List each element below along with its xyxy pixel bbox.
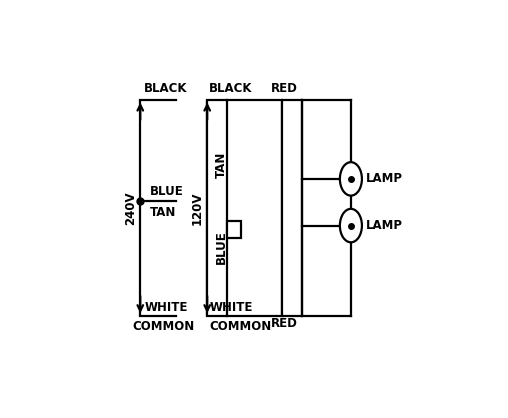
- Text: RED: RED: [271, 82, 298, 95]
- Text: 240V: 240V: [124, 191, 137, 225]
- Text: COMMON: COMMON: [209, 320, 271, 334]
- Text: BLACK: BLACK: [144, 82, 188, 95]
- Text: LAMP: LAMP: [366, 219, 403, 232]
- Text: COMMON: COMMON: [133, 320, 195, 334]
- Bar: [282, 100, 302, 316]
- Text: WHITE: WHITE: [209, 301, 252, 314]
- Text: BLUE: BLUE: [214, 230, 228, 264]
- Text: TAN: TAN: [214, 152, 228, 178]
- Bar: [227, 221, 241, 238]
- Ellipse shape: [340, 209, 362, 242]
- Text: RED: RED: [271, 317, 298, 330]
- Text: WHITE: WHITE: [144, 301, 187, 314]
- Text: TAN: TAN: [150, 206, 176, 219]
- Bar: [207, 100, 282, 316]
- Text: LAMP: LAMP: [366, 172, 403, 186]
- Ellipse shape: [340, 162, 362, 196]
- Text: BLACK: BLACK: [209, 82, 252, 95]
- Text: BLUE: BLUE: [150, 185, 184, 198]
- Text: 120V: 120V: [191, 191, 204, 224]
